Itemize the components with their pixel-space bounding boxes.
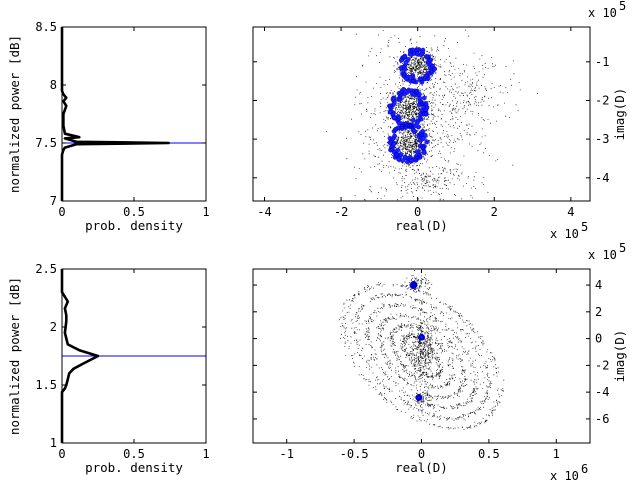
x-tick-label: -1 <box>279 447 293 461</box>
x-tick-label: 1 <box>202 447 209 461</box>
bottom-density-panel: 0 0.5 1 1 1.5 2 2.5 prob. density normalized pow… <box>7 262 210 475</box>
x-tick-label: 0.5 <box>123 447 145 461</box>
x-exponent-power: 5 <box>581 220 588 234</box>
x-tick-label: 0 <box>418 447 425 461</box>
y-tick-label: -6 <box>595 412 609 426</box>
density-curve <box>60 269 100 443</box>
axes-frame <box>252 26 591 202</box>
y-axis-label: normalized power [dB] <box>7 277 22 435</box>
y-tick-label: -2 <box>595 358 609 372</box>
y-tick-label: -3 <box>595 132 609 146</box>
x-axis-label: real(D) <box>395 218 448 233</box>
y-tick-label: 1.5 <box>35 378 57 392</box>
x-tick-label: -0.5 <box>340 447 369 461</box>
y-tick-label: -4 <box>595 385 609 399</box>
x-tick-label: 0 <box>58 447 65 461</box>
y-axis-label: normalized power [dB] <box>7 35 22 193</box>
y-tick-label: 1 <box>50 436 57 450</box>
y-exponent-label: x 10 <box>588 248 617 262</box>
x-tick-label: 0 <box>58 205 65 219</box>
x-tick-label: 0 <box>414 205 421 219</box>
x-axis-label: real(D) <box>395 460 448 475</box>
x-exponent-label: x 10 <box>550 469 579 483</box>
axes-frame <box>252 268 591 444</box>
y-tick-label: -2 <box>595 93 609 107</box>
y-tick-label: 0 <box>595 332 602 346</box>
y-tick-label: 8 <box>50 78 57 92</box>
y-tick-label: 7 <box>50 194 57 208</box>
x-exponent-label: x 10 <box>550 227 579 241</box>
y-tick-label: 7.5 <box>35 136 57 150</box>
x-tick-label: 1 <box>202 205 209 219</box>
y-tick-label: -4 <box>595 171 609 185</box>
y-tick-label: 2 <box>595 305 602 319</box>
x-tick-label: 4 <box>567 205 574 219</box>
x-tick-label: -4 <box>257 205 271 219</box>
x-axis-label: prob. density <box>85 460 183 475</box>
y-axis-label: imag(D) <box>612 330 627 383</box>
black-scatter-points <box>325 29 538 201</box>
y-exponent-label: x 10 <box>588 6 617 20</box>
x-axis-label: prob. density <box>85 218 183 233</box>
density-curve <box>60 27 170 201</box>
x-tick-label: -2 <box>334 205 348 219</box>
blue-scatter-points <box>387 47 438 165</box>
x-tick-label: 0.5 <box>123 205 145 219</box>
blue-scatter-points <box>409 281 425 401</box>
x-tick-label: 0.5 <box>478 447 500 461</box>
x-tick-label: 1 <box>553 447 560 461</box>
top-density-panel: 0 0.5 1 7 7.5 8 8.5 prob. density normalized pow… <box>7 20 210 233</box>
y-exponent-power: 5 <box>619 241 626 255</box>
y-tick-label: -1 <box>595 55 609 69</box>
y-tick-label: 8.5 <box>35 20 57 34</box>
x-tick-label: 2 <box>491 205 498 219</box>
x-exponent-power: 6 <box>581 462 588 476</box>
y-tick-label: 4 <box>595 278 602 292</box>
y-axis-label: imag(D) <box>612 88 627 141</box>
y-exponent-power: 5 <box>619 0 626 13</box>
y-tick-label: 2.5 <box>35 262 57 276</box>
axes-frame <box>61 268 207 444</box>
axes-frame <box>61 26 207 202</box>
y-tick-label: 2 <box>50 320 57 334</box>
black-scatter-points <box>339 270 505 430</box>
